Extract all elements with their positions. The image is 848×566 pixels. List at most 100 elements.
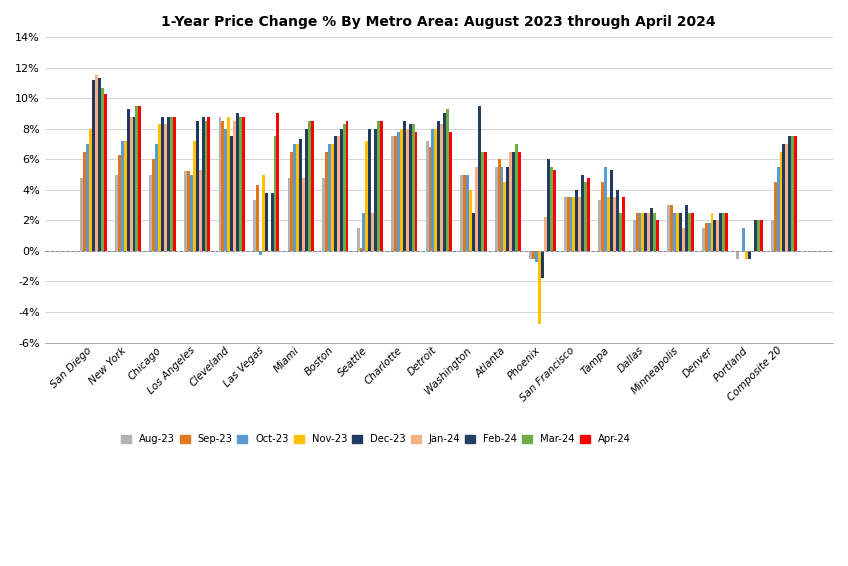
- Bar: [221, 121, 225, 251]
- Bar: [676, 213, 679, 251]
- Bar: [360, 248, 362, 251]
- Bar: [506, 167, 510, 251]
- Bar: [760, 220, 762, 251]
- Bar: [690, 213, 694, 251]
- Bar: [779, 152, 783, 251]
- Bar: [92, 80, 95, 251]
- Bar: [736, 251, 739, 259]
- Bar: [227, 117, 231, 251]
- Bar: [305, 128, 308, 251]
- Bar: [725, 213, 728, 251]
- Bar: [138, 106, 142, 251]
- Bar: [795, 136, 797, 251]
- Bar: [161, 117, 165, 251]
- Bar: [165, 124, 167, 251]
- Bar: [328, 144, 331, 251]
- Bar: [483, 152, 487, 251]
- Bar: [550, 167, 553, 251]
- Bar: [604, 167, 607, 251]
- Bar: [95, 75, 98, 251]
- Bar: [104, 93, 107, 251]
- Bar: [707, 224, 711, 251]
- Bar: [155, 144, 159, 251]
- Bar: [302, 178, 305, 251]
- Bar: [271, 193, 274, 251]
- Bar: [581, 174, 584, 251]
- Bar: [713, 220, 717, 251]
- Bar: [670, 205, 673, 251]
- Bar: [673, 213, 676, 251]
- Bar: [81, 178, 83, 251]
- Bar: [598, 200, 601, 251]
- Bar: [742, 228, 745, 251]
- Bar: [262, 174, 265, 251]
- Bar: [377, 121, 380, 251]
- Bar: [494, 167, 498, 251]
- Bar: [187, 171, 190, 251]
- Bar: [572, 198, 576, 251]
- Bar: [136, 106, 138, 251]
- Bar: [405, 128, 409, 251]
- Bar: [296, 144, 299, 251]
- Bar: [192, 141, 196, 251]
- Bar: [236, 113, 239, 251]
- Bar: [311, 121, 314, 251]
- Bar: [426, 141, 428, 251]
- Bar: [184, 171, 187, 251]
- Bar: [208, 117, 210, 251]
- Bar: [198, 170, 202, 251]
- Bar: [463, 174, 466, 251]
- Bar: [428, 147, 432, 251]
- Bar: [475, 167, 477, 251]
- Bar: [101, 88, 104, 251]
- Bar: [98, 78, 101, 251]
- Bar: [337, 136, 340, 251]
- Title: 1-Year Price Change % By Metro Area: August 2023 through April 2024: 1-Year Price Change % By Metro Area: Aug…: [161, 15, 716, 29]
- Bar: [356, 228, 360, 251]
- Bar: [553, 170, 555, 251]
- Bar: [239, 117, 242, 251]
- Bar: [610, 170, 613, 251]
- Bar: [564, 198, 566, 251]
- Bar: [449, 132, 452, 251]
- Bar: [711, 213, 713, 251]
- Bar: [365, 141, 368, 251]
- Bar: [566, 198, 570, 251]
- Bar: [570, 198, 572, 251]
- Bar: [415, 132, 417, 251]
- Bar: [86, 144, 89, 251]
- Bar: [374, 128, 377, 251]
- Bar: [745, 251, 748, 259]
- Bar: [547, 159, 550, 251]
- Bar: [544, 217, 547, 251]
- Bar: [440, 124, 444, 251]
- Bar: [538, 251, 541, 324]
- Bar: [265, 193, 268, 251]
- Bar: [682, 228, 685, 251]
- Bar: [202, 117, 204, 251]
- Bar: [411, 124, 415, 251]
- Bar: [754, 220, 756, 251]
- Bar: [291, 152, 293, 251]
- Bar: [394, 136, 397, 251]
- Bar: [253, 200, 256, 251]
- Bar: [274, 136, 276, 251]
- Bar: [345, 121, 349, 251]
- Bar: [777, 167, 779, 251]
- Bar: [791, 136, 795, 251]
- Bar: [225, 128, 227, 251]
- Bar: [397, 132, 400, 251]
- Bar: [256, 185, 259, 251]
- Bar: [616, 190, 619, 251]
- Bar: [149, 174, 153, 251]
- Bar: [748, 251, 751, 259]
- Bar: [756, 220, 760, 251]
- Bar: [607, 198, 610, 251]
- Bar: [173, 117, 176, 251]
- Bar: [578, 198, 581, 251]
- Bar: [619, 213, 622, 251]
- Bar: [512, 152, 516, 251]
- Bar: [541, 251, 544, 278]
- Bar: [771, 220, 773, 251]
- Bar: [789, 136, 791, 251]
